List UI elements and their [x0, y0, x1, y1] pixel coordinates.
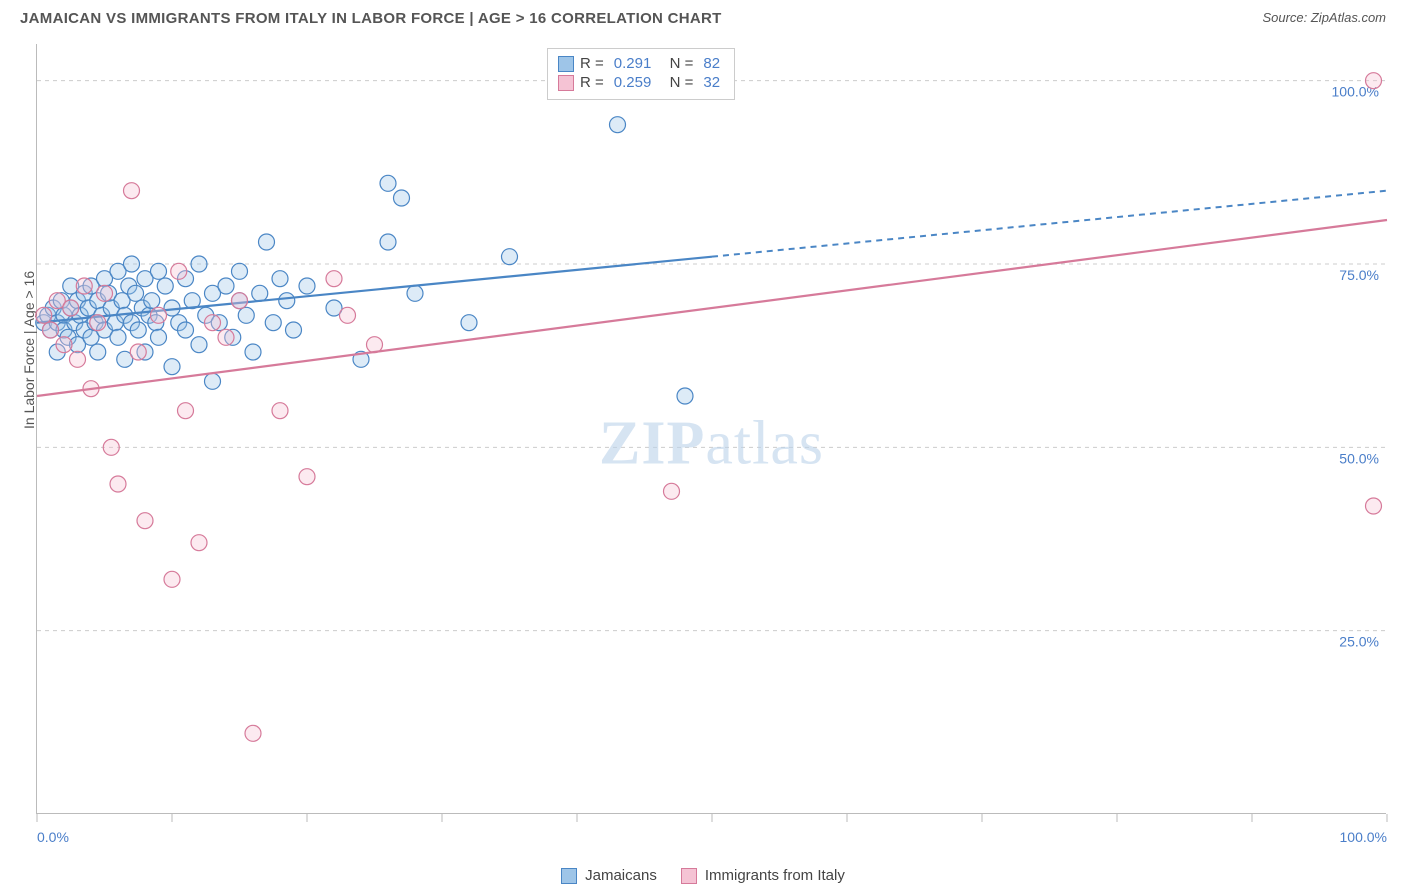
legend-stat-row: R = 0.291 N = 82: [558, 55, 724, 72]
stat-n-label: N =: [661, 74, 693, 91]
scatter-point: [191, 535, 207, 551]
stat-r-label: R =: [580, 74, 604, 91]
stat-r-value: 0.259: [614, 74, 652, 91]
scatter-point: [232, 293, 248, 309]
y-tick-label: 75.0%: [1339, 267, 1379, 283]
scatter-point: [205, 315, 221, 331]
scatter-point: [90, 344, 106, 360]
scatter-point: [610, 117, 626, 133]
scatter-point: [286, 322, 302, 338]
scatter-point: [272, 403, 288, 419]
scatter-point: [128, 285, 144, 301]
y-axis-title: In Labor Force | Age > 16: [21, 270, 37, 428]
scatter-point: [76, 278, 92, 294]
y-tick-label: 50.0%: [1339, 450, 1379, 466]
legend-label: Immigrants from Italy: [705, 867, 845, 884]
scatter-point: [299, 469, 315, 485]
legend-swatch: [558, 75, 574, 91]
scatter-point: [36, 307, 52, 323]
x-axis-start-label: 0.0%: [37, 829, 69, 845]
scatter-point: [63, 300, 79, 316]
x-axis-end-label: 100.0%: [1340, 829, 1387, 845]
chart-title: JAMAICAN VS IMMIGRANTS FROM ITALY IN LAB…: [20, 10, 722, 27]
scatter-point: [171, 263, 187, 279]
scatter-point: [164, 359, 180, 375]
scatter-point: [157, 278, 173, 294]
stat-r-label: R =: [580, 55, 604, 72]
scatter-point: [279, 293, 295, 309]
scatter-point: [191, 337, 207, 353]
stat-n-label: N =: [661, 55, 693, 72]
scatter-point: [677, 388, 693, 404]
scatter-point: [191, 256, 207, 272]
scatter-point: [124, 183, 140, 199]
scatter-point: [130, 322, 146, 338]
legend-label: Jamaicans: [585, 867, 657, 884]
scatter-point: [137, 513, 153, 529]
scatter-point: [151, 307, 167, 323]
trend-line-dashed: [712, 191, 1387, 257]
scatter-point: [151, 263, 167, 279]
scatter-point: [218, 278, 234, 294]
scatter-point: [103, 439, 119, 455]
scatter-point: [43, 322, 59, 338]
scatter-point: [70, 351, 86, 367]
scatter-point: [56, 337, 72, 353]
scatter-point: [380, 234, 396, 250]
bottom-legend: Jamaicans Immigrants from Italy: [0, 867, 1406, 884]
scatter-point: [205, 373, 221, 389]
scatter-point: [110, 476, 126, 492]
scatter-point: [252, 285, 268, 301]
stat-n-value: 82: [703, 55, 720, 72]
scatter-point: [664, 483, 680, 499]
scatter-point: [151, 329, 167, 345]
legend-stats-box: R = 0.291 N = 82R = 0.259 N = 32: [547, 48, 735, 100]
scatter-point: [245, 344, 261, 360]
scatter-point: [1366, 498, 1382, 514]
scatter-point: [380, 175, 396, 191]
scatter-point: [97, 285, 113, 301]
scatter-point: [110, 329, 126, 345]
scatter-point: [245, 725, 261, 741]
scatter-point: [326, 271, 342, 287]
scatter-point: [144, 293, 160, 309]
plot-svg: 25.0%50.0%75.0%100.0%0.0%100.0%: [37, 44, 1386, 813]
legend-swatch: [681, 868, 697, 884]
scatter-point: [130, 344, 146, 360]
scatter-point: [178, 322, 194, 338]
scatter-point: [232, 263, 248, 279]
scatter-point: [178, 403, 194, 419]
scatter-point: [218, 329, 234, 345]
scatter-point: [502, 249, 518, 265]
scatter-point: [238, 307, 254, 323]
legend-swatch: [558, 56, 574, 72]
legend-swatch: [561, 868, 577, 884]
scatter-point: [394, 190, 410, 206]
chart-source: Source: ZipAtlas.com: [1262, 10, 1386, 25]
scatter-point: [407, 285, 423, 301]
legend-stat-row: R = 0.259 N = 32: [558, 74, 724, 91]
stat-r-value: 0.291: [614, 55, 652, 72]
scatter-point: [259, 234, 275, 250]
scatter-point: [124, 256, 140, 272]
scatter-plot: In Labor Force | Age > 16 25.0%50.0%75.0…: [36, 44, 1386, 814]
legend-item: Immigrants from Italy: [681, 867, 845, 884]
legend-item: Jamaicans: [561, 867, 657, 884]
scatter-point: [340, 307, 356, 323]
stat-n-value: 32: [703, 74, 720, 91]
y-tick-label: 25.0%: [1339, 634, 1379, 650]
scatter-point: [164, 571, 180, 587]
scatter-point: [1366, 73, 1382, 89]
scatter-point: [461, 315, 477, 331]
scatter-point: [272, 271, 288, 287]
scatter-point: [265, 315, 281, 331]
scatter-point: [299, 278, 315, 294]
scatter-point: [90, 315, 106, 331]
